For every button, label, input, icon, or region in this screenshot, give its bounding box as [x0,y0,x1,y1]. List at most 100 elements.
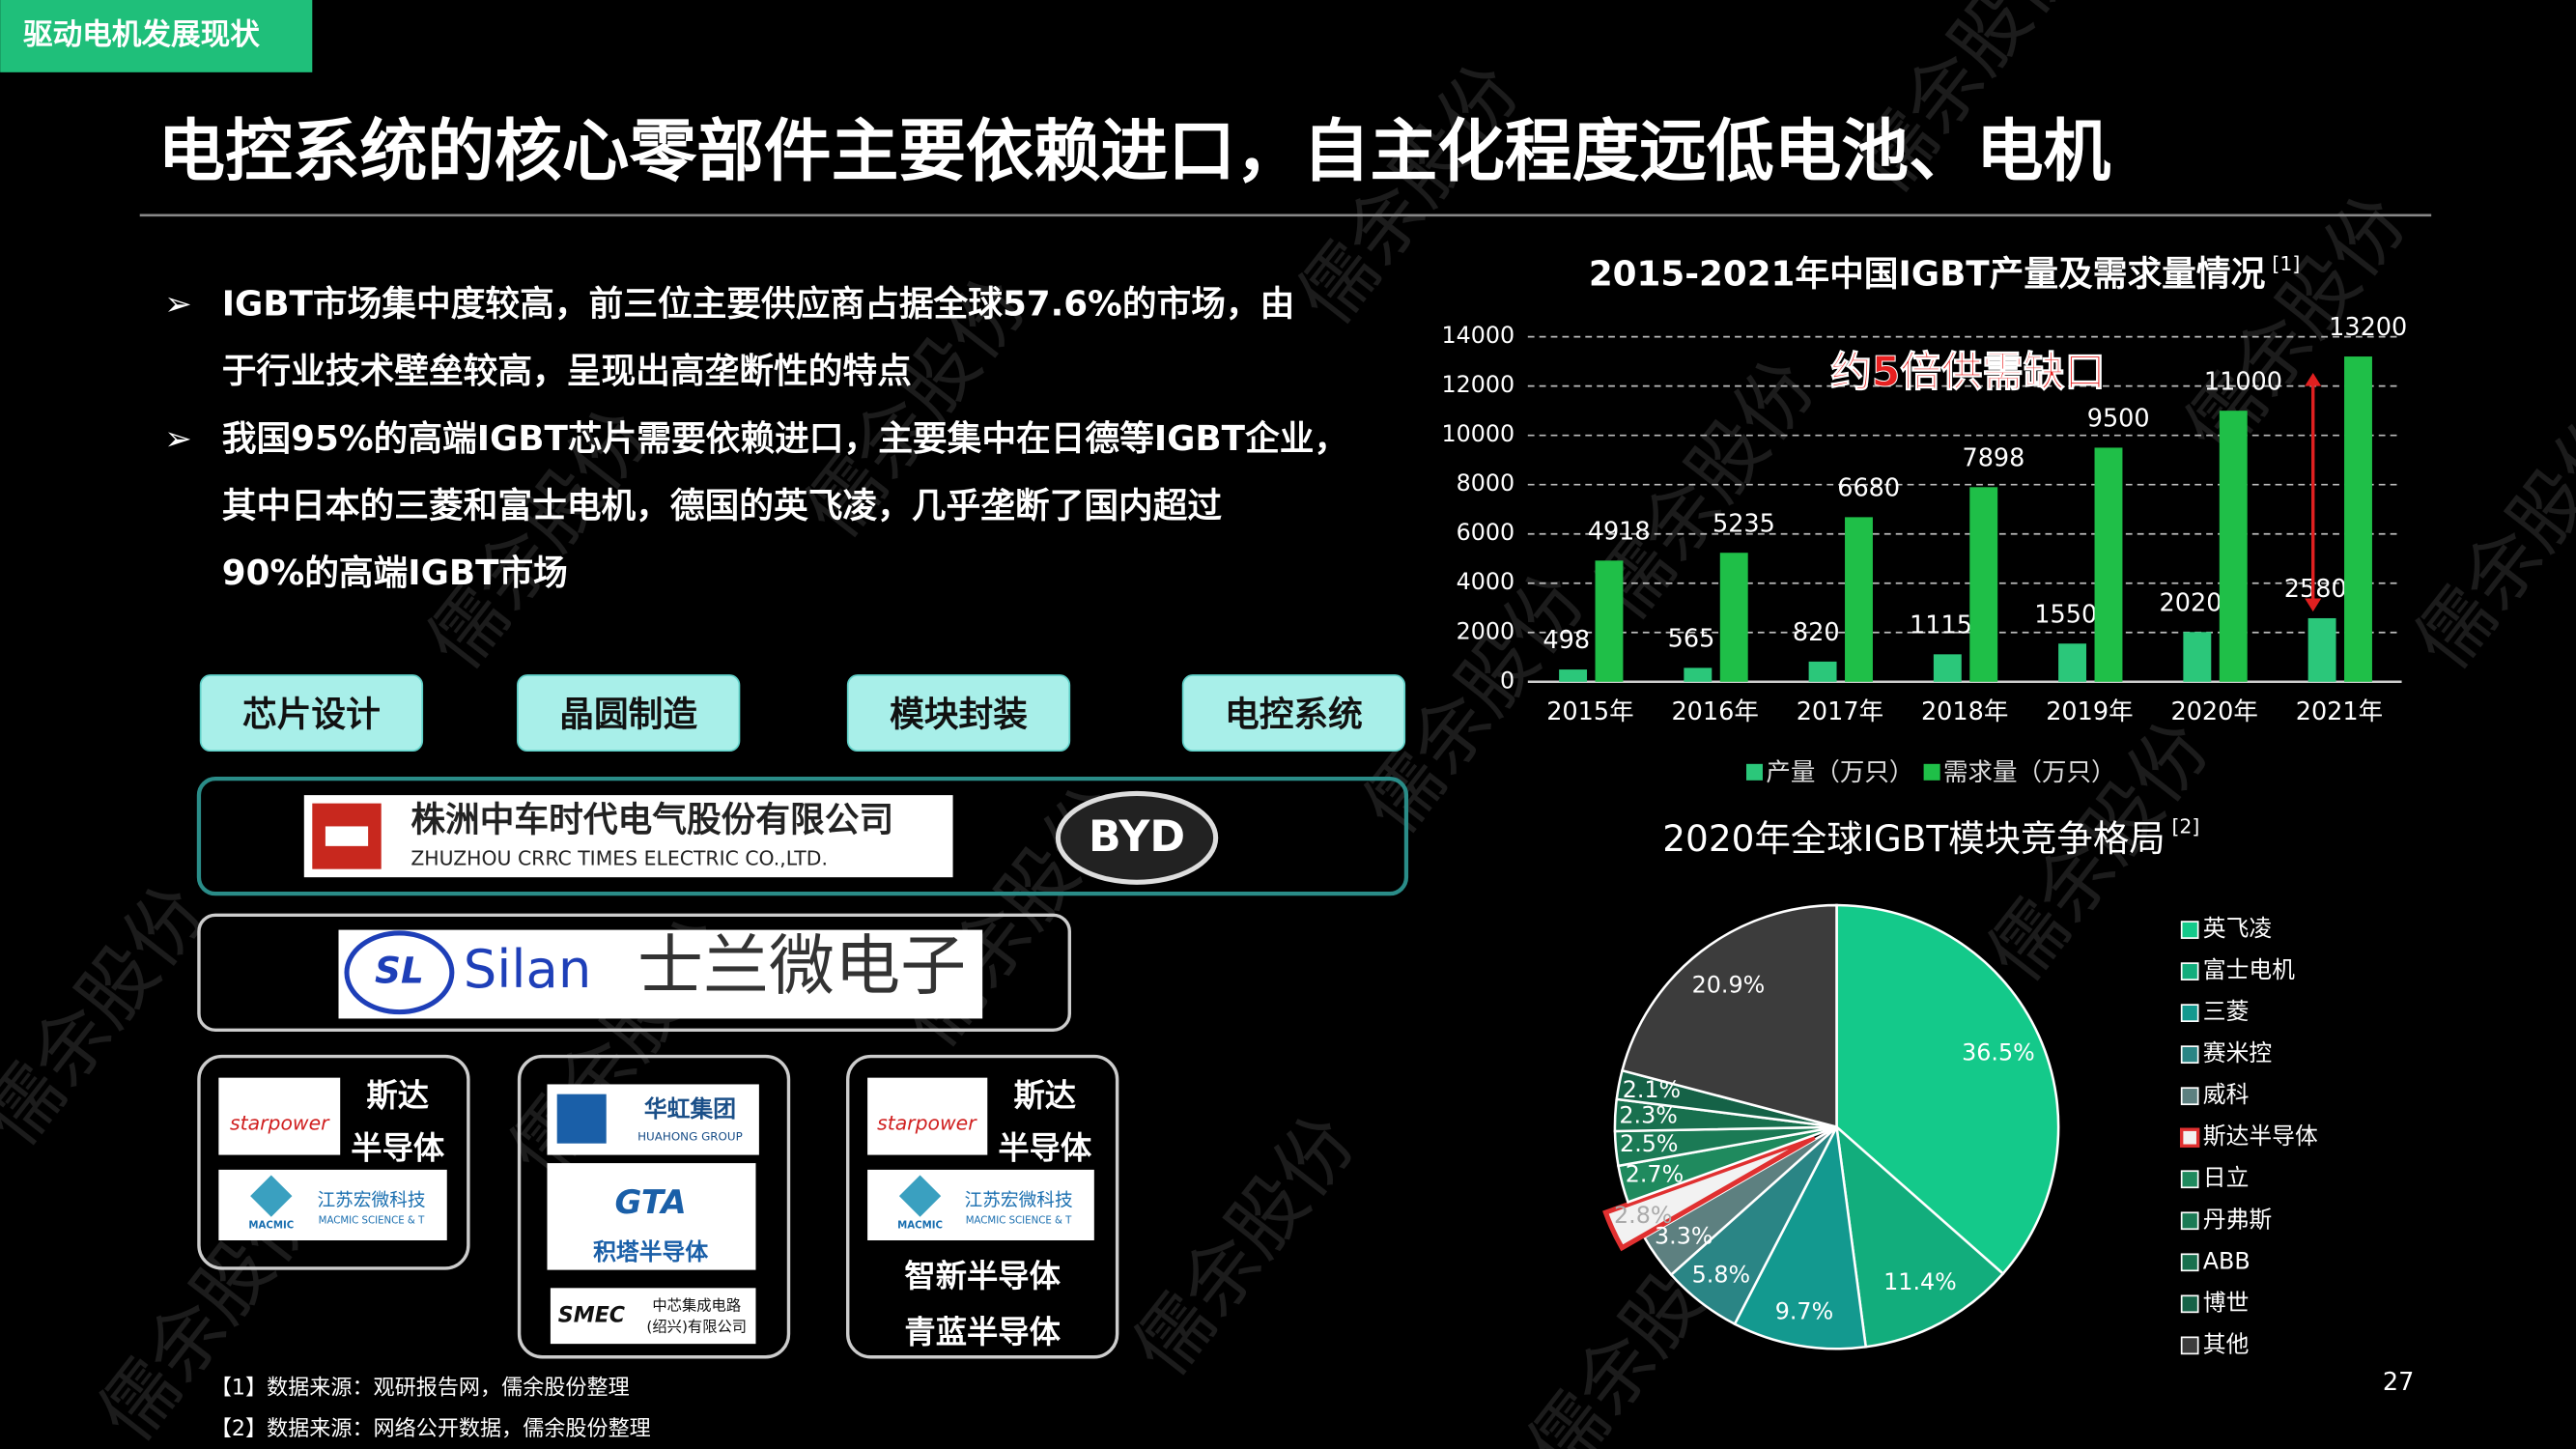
company-name: 株洲中车时代电气股份有限公司 [410,800,893,839]
x-tick-label: 2015年 [1546,697,1633,726]
company-name: 智新半导体 [904,1258,1061,1294]
legend-label: 三菱 [2203,998,2250,1025]
silan-mark: SL [375,949,424,991]
company-name: Silan [464,938,592,1000]
value-label: 1550 [2034,600,2097,629]
bar [1969,487,1998,682]
company-name: starpower [230,1111,330,1134]
bar [1719,553,1748,682]
group-box [846,1054,1119,1359]
value-label: 2.8% [1614,1202,1672,1229]
bullet-marker: ➢ [164,419,191,458]
chart-title: 2020年全球IGBT模块竞争格局 [1662,817,2165,860]
bullets: ➢ IGBT市场集中度较高，前三位主要供应商占据全球57.6%的市场，由于行业技术… [164,284,1348,593]
y-tick-label: 10000 [1441,420,1514,447]
x-tick-label: 2016年 [1671,697,1758,726]
legend-label: 产量（万只） [1766,758,1913,787]
logo-bg [218,1077,341,1155]
value-label: 3.3% [1655,1222,1713,1249]
x-tick-label: 2021年 [2296,697,2383,726]
value-label: 2020 [2160,588,2222,617]
huahong-logo [556,1094,607,1144]
company-name: 半导体 [351,1129,445,1166]
x-tick-label: 2019年 [2046,697,2133,726]
macmic-logo [898,1175,942,1217]
crrc-logo-mark [325,826,369,846]
legend-swatch [2180,1045,2199,1065]
y-tick-label: 12000 [1441,371,1514,398]
value-label: 9500 [2087,405,2150,434]
stage-label: 电控系统 [1225,695,1363,734]
stage-label: 晶圆制造 [559,695,697,734]
legend-label: 博世 [2203,1289,2250,1316]
slide-title: 电控系统的核心零部件主要依赖进口，自主化程度远低电池、电机 [157,113,2110,191]
stage-label: 芯片设计 [242,695,381,734]
annotation: 约5倍供需缺口 [1830,349,2106,396]
macmic-logo [250,1175,293,1217]
chart-title: 2015-2021年中国IGBT产量及需求量情况 [1589,255,2266,295]
stage-box [199,674,424,753]
company-name: 士兰微电子 [637,929,966,1006]
y-tick-label: 2000 [1457,617,1515,644]
company-name: MACMIC [248,1221,294,1232]
bullet-text: 我国95%的高端IGBT芯片需要依赖进口，主要集中在日德等IGBT企业， [222,419,1348,459]
company-name: starpower [877,1111,977,1134]
bullet-marker: ➢ [164,285,191,324]
pie-slice [1602,1134,1816,1252]
bullet-text: 其中日本的三菱和富士电机，德国的英飞凌，几乎垄断了国内超过 [222,487,1223,526]
pie-slice [1834,1123,2005,1349]
bar [2219,411,2248,682]
bar [2307,617,2336,682]
legend-swatch [2180,921,2199,939]
company-name: 积塔半导体 [593,1238,708,1265]
company-name: MACMIC [897,1221,943,1232]
company-name: 斯达 [1013,1077,1076,1114]
company-name: BYD [1089,812,1185,862]
charts: 2015-2021年中国IGBT产量及需求量情况 [1] 0 2000 4000 6000… [1441,252,2407,1357]
legend-swatch [1745,763,1763,781]
legend-label: 丹弗斯 [2203,1206,2272,1233]
bar [2058,643,2087,682]
legend-swatch [1923,763,1940,781]
title-note: [1] [2272,252,2300,275]
legend-label: 需求量（万只） [1943,758,2116,787]
value-label: 2.7% [1626,1160,1684,1187]
value-label: 6680 [1837,473,1900,502]
logo-bg [303,795,953,878]
legend-label: ABB [2203,1247,2250,1274]
company-name-en: MACMIC SCIENCE & T [319,1216,425,1227]
bar [1808,661,1837,682]
legend-swatch [2180,962,2199,980]
legend-swatch [2180,1211,2199,1231]
value-label: 2.1% [1623,1076,1681,1103]
value-label: 36.5% [1962,1039,2035,1066]
company-name: 中芯集成电路 [652,1297,741,1315]
stage-box [517,674,741,753]
stage-box [1181,674,1406,753]
legend-label: 日立 [2203,1164,2250,1191]
value-label: 11000 [2204,367,2282,396]
stages: 芯片设计 晶圆制造 模块封装 电控系统 [199,674,1406,753]
logo-bg [550,1288,756,1345]
stage-label: 模块封装 [890,695,1028,734]
value-label: 1115 [1910,611,1972,639]
company-name: (绍兴)有限公司 [646,1319,747,1336]
bullet-text: 90%的高端IGBT市场 [222,554,568,593]
group-box [197,1054,470,1270]
silan-logo [344,930,455,1015]
bullet-text: IGBT市场集中度较高，前三位主要供应商占据全球57.6%的市场，由 [222,284,1295,324]
value-label: 565 [1668,624,1715,653]
bullet-text: 于行业技术壁垒较高，呈现出高垄断性的特点 [222,352,912,391]
page-number: 27 [2383,1368,2414,1397]
x-tick-label: 2020年 [2170,697,2257,726]
bar [1684,668,1713,682]
value-label: 13200 [2329,313,2407,342]
company-name: 斯达 [366,1077,429,1114]
x-tick-label: 2017年 [1797,697,1883,726]
value-label: 9.7% [1775,1297,1833,1324]
company-name: 华虹集团 [644,1095,736,1122]
value-label: 20.9% [1692,972,1766,999]
legend-swatch [2180,1170,2199,1189]
company-name: 青蓝半导体 [904,1314,1061,1350]
bar [1933,654,1962,682]
